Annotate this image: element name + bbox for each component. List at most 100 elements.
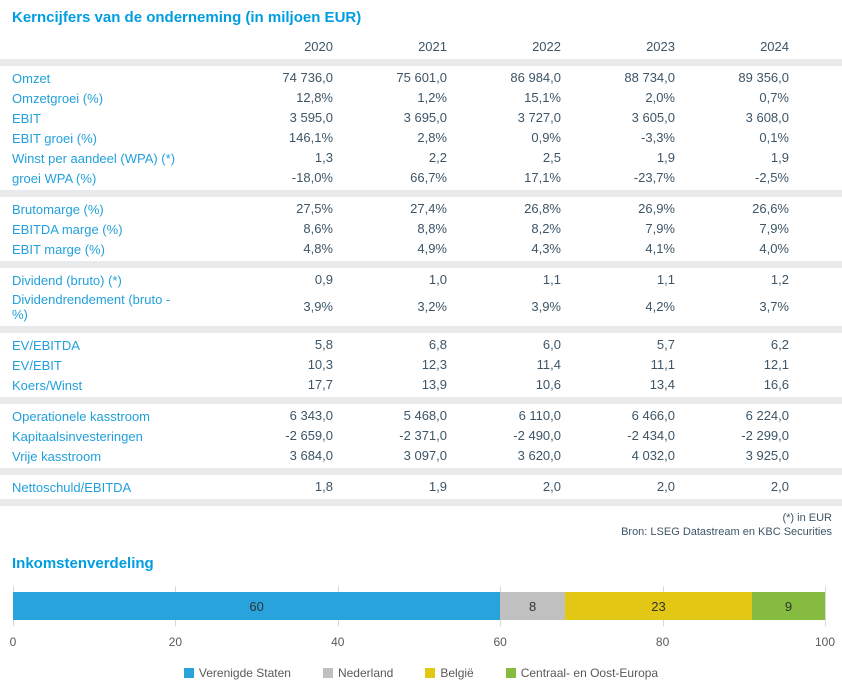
cell-value: 2,5 (542, 150, 561, 165)
cell-value: 4,8% (303, 241, 333, 256)
cell-value: 4 032,0 (631, 448, 675, 463)
table-row: Dividendrendement (bruto - %) 3,9% 3,2% 3,9… (0, 290, 842, 324)
bar-segment-value: 60 (249, 598, 264, 614)
cell-value: 0,7% (759, 90, 789, 105)
cell-value: 1,3 (314, 150, 333, 165)
x-axis-tick-label: 60 (493, 635, 507, 649)
x-axis-tick-label: 40 (331, 635, 345, 649)
table-row: groei WPA (%) -18,0% 66,7% 17,1% -23,7% -2,5% (0, 168, 842, 188)
table-body: Omzet 74 736,0 75 601,0 86 984,0 88 734,0 89 … (0, 59, 842, 506)
stacked-bar: 60 8 23 9 (13, 592, 825, 620)
cell-value: 1,9 (428, 479, 447, 494)
cell-value: 11,4 (536, 357, 561, 372)
row-label: groei WPA (%) (12, 170, 97, 186)
cell-value: 8,6% (303, 221, 333, 236)
cell-value: 2,0 (656, 479, 675, 494)
bar-segment: 8 (500, 592, 566, 620)
block-divider-band (0, 397, 842, 404)
gridline (825, 586, 826, 626)
table-row: EV/EBIT 10,3 12,3 11,4 11,1 12,1 (0, 355, 842, 375)
cell-value: 6,0 (542, 337, 561, 352)
chart-title: Inkomstenverdeling (12, 555, 154, 572)
cell-value: 10,6 (535, 377, 561, 392)
legend-item: Centraal- en Oost-Europa (505, 666, 659, 680)
block-divider-band (0, 326, 842, 333)
cell-value: 1,8 (314, 479, 333, 494)
cell-value: 2,8% (417, 130, 447, 145)
cell-value: 1,2 (770, 272, 789, 287)
cell-value: 26,6% (752, 201, 789, 216)
cell-value: 3 684,0 (289, 448, 333, 463)
block-divider-band (0, 499, 842, 506)
cell-value: 6,2 (770, 337, 789, 352)
cell-value: 5,7 (656, 337, 675, 352)
cell-value: 6 466,0 (631, 408, 675, 423)
row-label: Brutomarge (%) (12, 201, 104, 217)
cell-value: 1,9 (656, 150, 675, 165)
row-label: EBITDA marge (%) (12, 221, 123, 237)
cell-value: -23,7% (633, 170, 675, 185)
cell-value: -2 659,0 (285, 428, 333, 443)
table-row: EBIT 3 595,0 3 695,0 3 727,0 3 605,0 3 608,0 (0, 108, 842, 128)
cell-value: 26,9% (638, 201, 675, 216)
row-label: Nettoschuld/EBITDA (12, 479, 132, 495)
row-label: EV/EBITDA (12, 337, 80, 353)
cell-value: 3,9% (303, 299, 333, 314)
cell-value: -2,5% (755, 170, 789, 185)
cell-value: 10,3 (307, 357, 333, 372)
cell-value: 4,9% (417, 241, 447, 256)
footnote-eur: (*) in EUR (782, 512, 832, 524)
cell-value: 0,9% (531, 130, 561, 145)
cell-value: 3 595,0 (289, 110, 333, 125)
cell-value: 13,4 (649, 377, 675, 392)
row-label: Winst per aandeel (WPA) (*) (12, 150, 176, 166)
cell-value: -18,0% (291, 170, 333, 185)
table-row: EBIT groei (%) 146,1% 2,8% 0,9% -3,3% 0,1% (0, 128, 842, 148)
cell-value: 2,0 (542, 479, 561, 494)
legend-label: Nederland (337, 666, 394, 680)
table-row: Vrije kasstroom 3 684,0 3 097,0 3 620,0 4 03… (0, 446, 842, 466)
table-row: EBIT marge (%) 4,8% 4,9% 4,3% 4,1% 4,0% (0, 239, 842, 259)
cell-value: 8,8% (417, 221, 447, 236)
table-header: 2020 2021 2022 2023 2024 (0, 35, 842, 57)
cell-value: 4,1% (645, 241, 675, 256)
cell-value: 74 736,0 (282, 70, 333, 85)
cell-value: -2 434,0 (627, 428, 675, 443)
cell-value: 3 925,0 (745, 448, 789, 463)
income-distribution-chart: 60 8 23 9 0 20 40 60 80 100 Verenigde Staten Nede… (0, 586, 842, 680)
legend-label: Centraal- en Oost-Europa (520, 666, 659, 680)
row-label: Omzetgroei (%) (12, 90, 104, 106)
cell-value: 4,2% (645, 299, 675, 314)
table-row: EV/EBITDA 5,8 6,8 6,0 5,7 6,2 (0, 335, 842, 355)
row-label: EV/EBIT (12, 357, 62, 373)
table-row: Nettoschuld/EBITDA 1,8 1,9 2,0 2,0 2,0 (0, 477, 842, 497)
x-axis-tick-label: 0 (9, 635, 17, 649)
legend-label: België (440, 666, 474, 680)
cell-value: 5,8 (314, 337, 333, 352)
table-row: Omzet 74 736,0 75 601,0 86 984,0 88 734,0 89 … (0, 68, 842, 88)
bar-segment-value: 23 (651, 598, 666, 614)
bar-segment-value: 9 (784, 598, 793, 614)
cell-value: 17,1% (524, 170, 561, 185)
bar-segment: 60 (13, 592, 501, 620)
table-row: Kapitaalsinvesteringen -2 659,0 -2 371,0 -2… (0, 426, 842, 446)
x-axis-tick-label: 20 (168, 635, 183, 649)
table-footnotes: (*) in EUR Bron: LSEG Datastream en KBC … (0, 511, 842, 539)
legend-swatch (322, 668, 333, 678)
row-label: Koers/Winst (12, 377, 83, 393)
cell-value: 7,9% (759, 221, 789, 236)
row-label: EBIT groei (%) (12, 130, 98, 146)
row-label: Dividend (bruto) (*) (12, 272, 122, 288)
table-row: Omzetgroei (%) 12,8% 1,2% 15,1% 2,0% 0,7% (0, 88, 842, 108)
cell-value: 3 695,0 (403, 110, 447, 125)
row-label: Kapitaalsinvesteringen (12, 428, 143, 444)
table-row: Brutomarge (%) 27,5% 27,4% 26,8% 26,9% 26,6% (0, 199, 842, 219)
cell-value: 27,5% (296, 201, 333, 216)
x-axis: 0 20 40 60 80 100 (9, 635, 835, 650)
year-column-header: 2024 (760, 39, 789, 54)
cell-value: 12,3 (421, 357, 447, 372)
cell-value: 1,2% (417, 90, 447, 105)
row-label: EBIT (12, 110, 41, 126)
cell-value: 86 984,0 (510, 70, 561, 85)
